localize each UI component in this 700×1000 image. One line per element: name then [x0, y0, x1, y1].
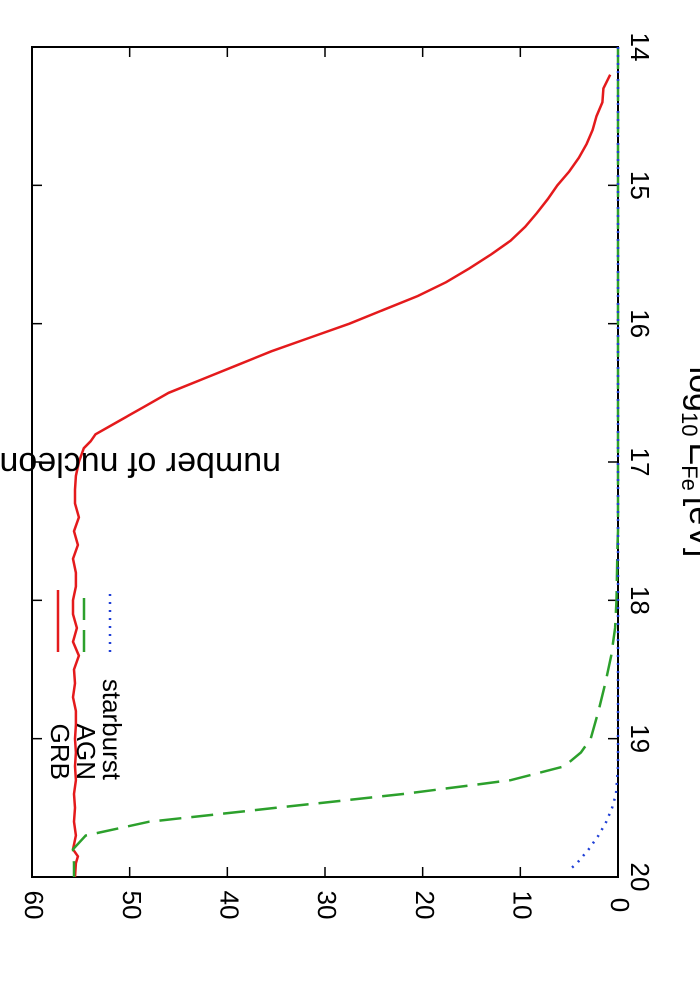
x-tick-label: 16	[625, 309, 655, 338]
series-line-GRB	[71, 74, 612, 878]
ticks: 14 15 16 17 18 19 20 0 10 20 30 40 50 60	[19, 33, 655, 920]
y-tick-label: 60	[19, 891, 49, 920]
series-layer	[71, 47, 620, 878]
legend-label: starburst	[97, 679, 127, 781]
x-tick-label: 20	[625, 863, 655, 892]
series-line-AGN	[71, 47, 620, 877]
y-tick-label: 50	[117, 891, 147, 920]
y-tick-label: 10	[507, 891, 537, 920]
y-tick-label: 20	[410, 891, 440, 920]
y-axis-title: number of nucleons disassociated	[0, 445, 281, 483]
x-tick-label: 17	[625, 448, 655, 477]
y-tick-label: 30	[312, 891, 342, 920]
series-line-starburst	[568, 47, 620, 872]
y-tick-label: 40	[214, 891, 244, 920]
legend-label: GRB	[45, 724, 75, 780]
x-tick-label: 18	[625, 586, 655, 615]
x-axis-title: log10EFe[eV]	[677, 367, 700, 558]
x-tick-label: 14	[625, 33, 655, 62]
legend-label: AGN	[71, 724, 101, 780]
x-tick-label: 19	[625, 724, 655, 753]
x-tick-label: 15	[625, 171, 655, 200]
y-tick-label: 0	[605, 898, 635, 912]
